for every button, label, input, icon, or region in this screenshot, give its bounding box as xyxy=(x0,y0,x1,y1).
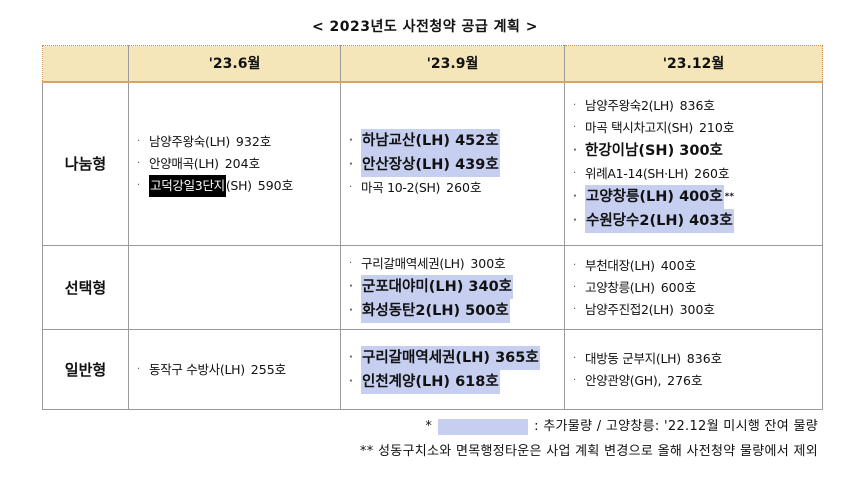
row-label-ilban: 일반형 xyxy=(42,329,129,410)
supply-plan-table: '23.6월 '23.9월 '23.12월 나눔형 · 남양주왕숙(LH) 932호… xyxy=(42,45,823,410)
list-item: · 안양매곡(LH) 204호 xyxy=(137,155,261,171)
header-corner xyxy=(42,45,129,83)
list-item: · 마곡 10-2(SH) 260호 xyxy=(349,179,482,195)
list-item-highlighted: · 인천계양(LH) 618호 xyxy=(349,369,558,394)
list-item: · 구리갈매역세권(LH) 300호 xyxy=(349,255,506,271)
row-nanum: 나눔형 · 남양주왕숙(LH) 932호 · 안양매곡(LH) 204호 · 고덕강일3단… xyxy=(42,81,823,246)
legend-note-text: : 추가물량 / 고양창릉: '22.12월 미시행 잔여 물량 xyxy=(534,419,818,434)
row-sontaek: 선택형 · 구리갈매역세권(LH) 300호 · 군포대야미(LH) 340호 · 화성… xyxy=(42,245,823,330)
list-item: · 동작구 수방사(LH) 255호 xyxy=(137,361,287,377)
row-ilban: 일반형 · 동작구 수방사(LH) 255호 · 구리갈매역세권(LH) 365호 ·… xyxy=(42,329,823,410)
list-item: · 남양주왕숙2(LH) 836호 xyxy=(573,97,715,113)
list-item-highlighted: · 화성동탄2(LH) 500호 xyxy=(349,298,558,323)
cell-nanum-dec: · 남양주왕숙2(LH) 836호 · 마곡 택시차고지(SH) 210호 · 한강이남(… xyxy=(564,81,823,246)
header-jun: '23.6월 xyxy=(128,45,341,83)
list-item-highlighted: · 구리갈매역세권(LH) 365호 xyxy=(349,345,558,370)
list-item: · 고덕강일3단지 (SH) 590호 xyxy=(137,174,334,197)
list-item-bold: · 한강이남(SH) 300호 xyxy=(573,142,723,159)
header-row: '23.6월 '23.9월 '23.12월 xyxy=(42,45,823,83)
row-label-sontaek: 선택형 xyxy=(42,245,129,330)
cell-ilban-sep: · 구리갈매역세권(LH) 365호 · 인천계양(LH) 618호 xyxy=(340,329,565,410)
row-label-nanum: 나눔형 xyxy=(42,81,129,246)
list-item: · 대방동 군부지(LH) 836호 xyxy=(573,350,723,366)
cell-sontaek-dec: · 부천대장(LH) 400호 · 고양창릉(LH) 600호 · 남양주진접2(LH) 3… xyxy=(564,245,823,330)
legend-star: * xyxy=(425,419,433,434)
cell-ilban-dec: · 대방동 군부지(LH) 836호 · 안양관양(GH), 276호 xyxy=(564,329,823,410)
cell-nanum-jun: · 남양주왕숙(LH) 932호 · 안양매곡(LH) 204호 · 고덕강일3단지 (SH… xyxy=(128,81,341,246)
footnote: ** 성동구치소와 면목행정타운은 사업 계획 변경으로 올해 사전청약 물량에… xyxy=(359,444,818,459)
list-item-highlighted: · 군포대야미(LH) 340호 xyxy=(349,274,558,299)
list-item: · 남양주진접2(LH) 300호 xyxy=(573,301,715,317)
list-item-highlighted: · 안산장상(LH) 439호 xyxy=(349,152,558,177)
header-sep: '23.9월 xyxy=(340,45,565,83)
list-item-highlighted: · 고양창릉(LH) 400호 ** xyxy=(573,184,816,209)
highlight-swatch xyxy=(438,418,529,435)
cell-sontaek-sep: · 구리갈매역세권(LH) 300호 · 군포대야미(LH) 340호 · 화성동탄2(… xyxy=(340,245,565,330)
list-item: · 남양주왕숙(LH) 932호 xyxy=(137,133,272,149)
list-item: · 부천대장(LH) 400호 xyxy=(573,257,697,273)
list-item-highlighted: · 하남교산(LH) 452호 xyxy=(349,128,558,153)
legend-note: * : 추가물량 / 고양창릉: '22.12월 미시행 잔여 물량 xyxy=(0,415,818,435)
redacted-name: 고덕강일3단지 xyxy=(149,174,226,197)
header-dec: '23.12월 xyxy=(564,45,823,83)
cell-sontaek-jun xyxy=(128,245,341,330)
list-item: · 마곡 택시차고지(SH) 210호 xyxy=(573,119,735,135)
cell-nanum-sep: · 하남교산(LH) 452호 · 안산장상(LH) 439호 · 마곡 10-2(S… xyxy=(340,81,565,246)
list-item-highlighted: · 수원당수2(LH) 403호 xyxy=(573,208,816,233)
list-item: · 위례A1-14(SH·LH) 260호 xyxy=(573,165,730,181)
cell-ilban-jun: · 동작구 수방사(LH) 255호 xyxy=(128,329,341,410)
list-item: · 안양관양(GH), 276호 xyxy=(573,372,703,388)
page-title: < 2023년도 사전청약 공급 계획 > xyxy=(311,19,539,35)
list-item: · 고양창릉(LH) 600호 xyxy=(573,279,697,295)
